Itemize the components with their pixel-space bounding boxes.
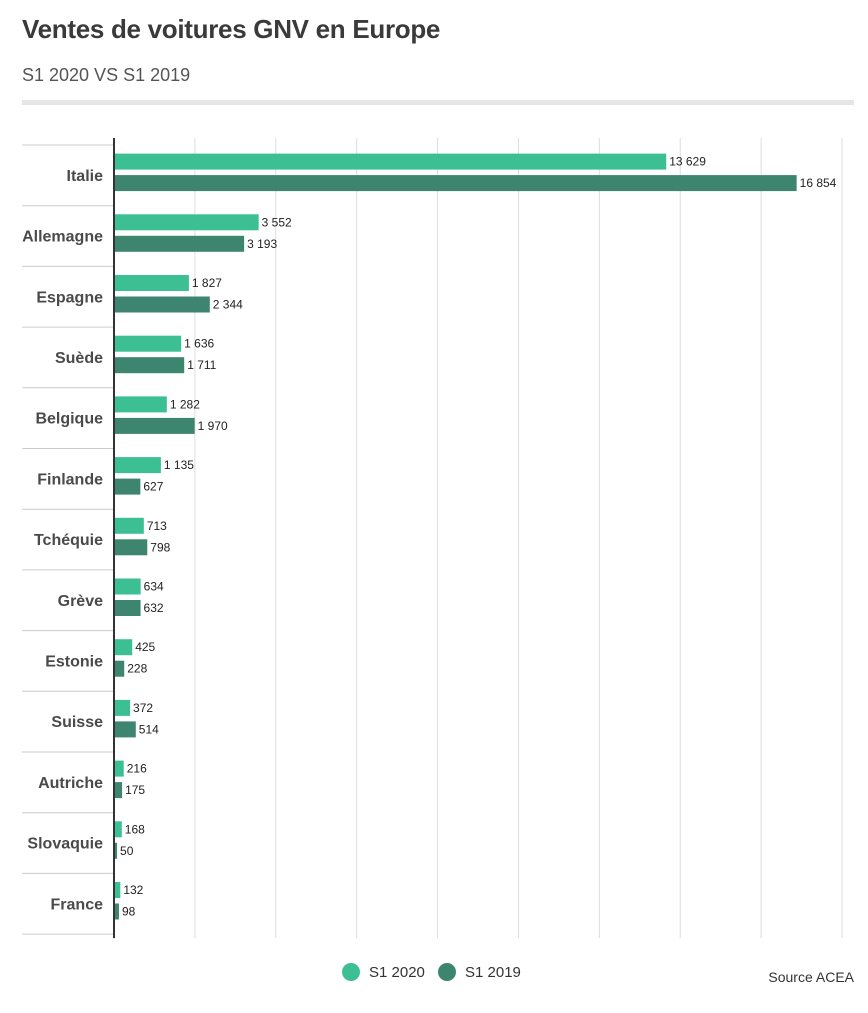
category-label: Tchéquie [34, 532, 103, 549]
data-label: 1 135 [164, 458, 194, 472]
category-label: Suède [55, 350, 103, 367]
category-label: Suisse [51, 714, 103, 731]
bar-s1-2019[interactable] [115, 782, 123, 799]
category-label: Autriche [38, 775, 103, 792]
bar-s1-2019[interactable] [115, 660, 125, 677]
header-divider [22, 100, 854, 105]
category-label: Belgique [35, 411, 103, 428]
legend: S1 2020 S1 2019 [0, 963, 868, 987]
data-label: 514 [139, 722, 159, 736]
data-label: 1 970 [198, 419, 228, 433]
data-label: 1 827 [192, 276, 222, 290]
bar-s1-2019[interactable] [115, 235, 245, 252]
bar-s1-2019[interactable] [115, 478, 141, 495]
bar-s1-2020[interactable] [115, 517, 144, 534]
bar-s1-2020[interactable] [115, 639, 133, 656]
legend-label-s1-2019: S1 2019 [465, 963, 521, 981]
data-label: 132 [123, 883, 143, 897]
bar-s1-2019[interactable] [115, 600, 141, 616]
data-label: 1 636 [184, 337, 214, 351]
bar-s1-2020[interactable] [115, 760, 124, 777]
data-label: 16 854 [800, 176, 837, 190]
data-label: 634 [144, 580, 164, 594]
bar-s1-2019[interactable] [115, 357, 185, 374]
category-label: Estonie [45, 653, 103, 670]
data-label: 632 [144, 601, 164, 615]
data-label: 168 [125, 822, 145, 836]
bar-s1-2020[interactable] [115, 821, 122, 838]
data-label: 1 282 [170, 397, 200, 411]
legend-swatch-s1-2020 [342, 963, 360, 981]
bar-s1-2019[interactable] [115, 296, 210, 313]
category-label: Grève [58, 593, 103, 610]
bar-s1-2019[interactable] [115, 539, 148, 556]
data-label: 228 [127, 662, 147, 676]
legend-item-s1-2019[interactable]: S1 2019 [438, 963, 521, 981]
bar-s1-2020[interactable] [115, 578, 141, 595]
category-label: Finlande [37, 471, 103, 488]
chart-subtitle: S1 2020 VS S1 2019 [22, 65, 191, 85]
data-label: 372 [133, 701, 153, 715]
data-label: 50 [120, 844, 134, 858]
data-label: 2 344 [213, 298, 243, 312]
data-label: 216 [127, 762, 147, 776]
bar-s1-2020[interactable] [115, 699, 131, 716]
bar-s1-2019[interactable] [115, 417, 195, 434]
category-label: Italie [67, 168, 104, 185]
legend-label-s1-2020: S1 2020 [369, 963, 425, 981]
bar-s1-2020[interactable] [115, 214, 259, 231]
bar-s1-2020[interactable] [115, 457, 161, 474]
data-label: 798 [150, 540, 170, 554]
bar-s1-2020[interactable] [115, 153, 667, 170]
data-label: 425 [135, 640, 155, 654]
legend-swatch-s1-2019 [438, 963, 456, 981]
category-label: Espagne [36, 289, 103, 306]
data-label: 98 [122, 905, 136, 919]
bar-s1-2019[interactable] [115, 842, 118, 859]
data-label: 713 [147, 519, 167, 533]
legend-item-s1-2020[interactable]: S1 2020 [342, 963, 425, 981]
data-label: 13 629 [669, 155, 706, 169]
category-label: France [51, 896, 104, 913]
data-label: 175 [125, 783, 145, 797]
bar-s1-2019[interactable] [115, 903, 119, 920]
data-label: 3 193 [247, 237, 277, 251]
chart-title: Ventes de voitures GNV en Europe [22, 14, 441, 44]
data-label: 627 [143, 480, 163, 494]
category-label: Slovaquie [27, 836, 103, 853]
bar-s1-2020[interactable] [115, 275, 189, 291]
data-label: 3 552 [262, 215, 292, 229]
data-label: 1 711 [187, 358, 216, 372]
source-note: Source ACEA [768, 969, 854, 985]
category-label: Allemagne [22, 229, 103, 246]
bar-s1-2020[interactable] [115, 335, 182, 352]
bar-s1-2020[interactable] [115, 882, 121, 898]
bar-s1-2019[interactable] [115, 721, 136, 738]
bar-s1-2019[interactable] [115, 175, 797, 192]
bar-s1-2020[interactable] [115, 396, 167, 413]
